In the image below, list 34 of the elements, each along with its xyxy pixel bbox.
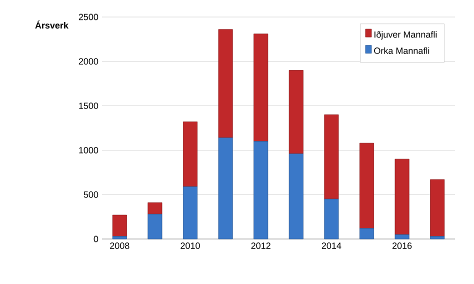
bar [254,34,268,142]
bar [394,234,410,240]
x-tick-label: 2008 [110,242,130,249]
y-tick-label: 2000 [78,58,98,65]
bar [288,154,304,240]
bar [112,236,127,240]
bar [148,214,162,240]
bar [218,138,233,240]
y-tick-label: 1500 [79,102,98,109]
bar [430,236,445,240]
bar [324,198,339,240]
bar [359,228,374,240]
bar [182,122,198,187]
bar [148,202,162,214]
legend-label: Orka Mannafli [374,47,430,54]
bar [218,29,233,138]
y-tick-label: 0 [94,236,98,242]
bar [182,186,198,240]
x-tick-label: 2016 [392,242,412,249]
bar [112,214,127,237]
y-tick-label: 1000 [79,147,98,154]
bar [288,70,304,154]
y-tick-label: 500 [84,191,98,198]
bar [430,179,445,237]
bar [394,158,410,235]
x-tick-label: 2012 [251,242,270,249]
bar [359,142,374,229]
legend-label: Iðjuver Mannafli [374,30,437,40]
y-tick-label: 2500 [78,14,98,20]
bar [254,141,268,240]
x-tick-label: 2014 [322,242,342,249]
y-axis-title: Ársverk [35,20,68,29]
x-tick-label: 2010 [180,242,200,249]
bar [324,114,339,200]
